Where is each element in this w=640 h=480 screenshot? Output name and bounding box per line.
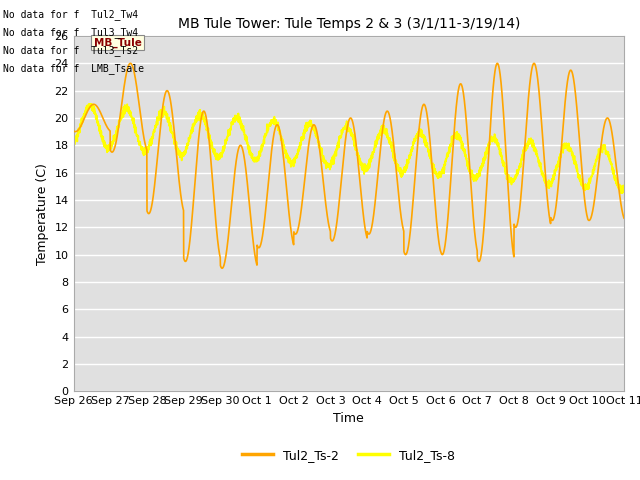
Tul2_Ts-8 bbox=[84, 101, 92, 107]
Line: Tul2_Ts-2: Tul2_Ts-2 bbox=[74, 63, 624, 268]
X-axis label: Time: Time bbox=[333, 412, 364, 425]
Tul2_Ts-8 bbox=[609, 171, 617, 177]
Legend: Tul2_Ts-2, Tul2_Ts-8: Tul2_Ts-2, Tul2_Ts-8 bbox=[237, 444, 460, 467]
Text: No data for f  Tul3_Tw4: No data for f Tul3_Tw4 bbox=[3, 27, 138, 38]
Tul2_Ts-2 bbox=[165, 91, 173, 97]
Tul2_Ts-2 bbox=[493, 60, 501, 66]
Tul2_Ts-2 bbox=[550, 214, 558, 219]
Tul2_Ts-2 bbox=[281, 168, 289, 174]
Tul2_Ts-2 bbox=[70, 128, 77, 134]
Tul2_Ts-8 bbox=[165, 121, 173, 127]
Tul2_Ts-2 bbox=[218, 265, 226, 271]
Text: MB_Tule: MB_Tule bbox=[94, 37, 141, 48]
Tul2_Ts-8 bbox=[305, 122, 312, 128]
Text: No data for f  Tul3_Ts2: No data for f Tul3_Ts2 bbox=[3, 45, 138, 56]
Tul2_Ts-8 bbox=[550, 177, 558, 182]
Tul2_Ts-2 bbox=[132, 82, 140, 87]
Tul2_Ts-8 bbox=[132, 132, 140, 138]
Tul2_Ts-8 bbox=[620, 186, 628, 192]
Text: No data for f  Tul2_Tw4: No data for f Tul2_Tw4 bbox=[3, 9, 138, 20]
Y-axis label: Temperature (C): Temperature (C) bbox=[36, 163, 49, 264]
Line: Tul2_Ts-8: Tul2_Ts-8 bbox=[74, 104, 624, 193]
Title: MB Tule Tower: Tule Temps 2 & 3 (3/1/11-3/19/14): MB Tule Tower: Tule Temps 2 & 3 (3/1/11-… bbox=[178, 17, 520, 31]
Tul2_Ts-2 bbox=[620, 215, 628, 221]
Tul2_Ts-2 bbox=[305, 142, 312, 148]
Tul2_Ts-8 bbox=[617, 190, 625, 196]
Text: No data for f  LMB_Tsale: No data for f LMB_Tsale bbox=[3, 63, 144, 74]
Tul2_Ts-2 bbox=[610, 141, 618, 146]
Tul2_Ts-8 bbox=[281, 151, 289, 156]
Tul2_Ts-8 bbox=[70, 137, 77, 143]
